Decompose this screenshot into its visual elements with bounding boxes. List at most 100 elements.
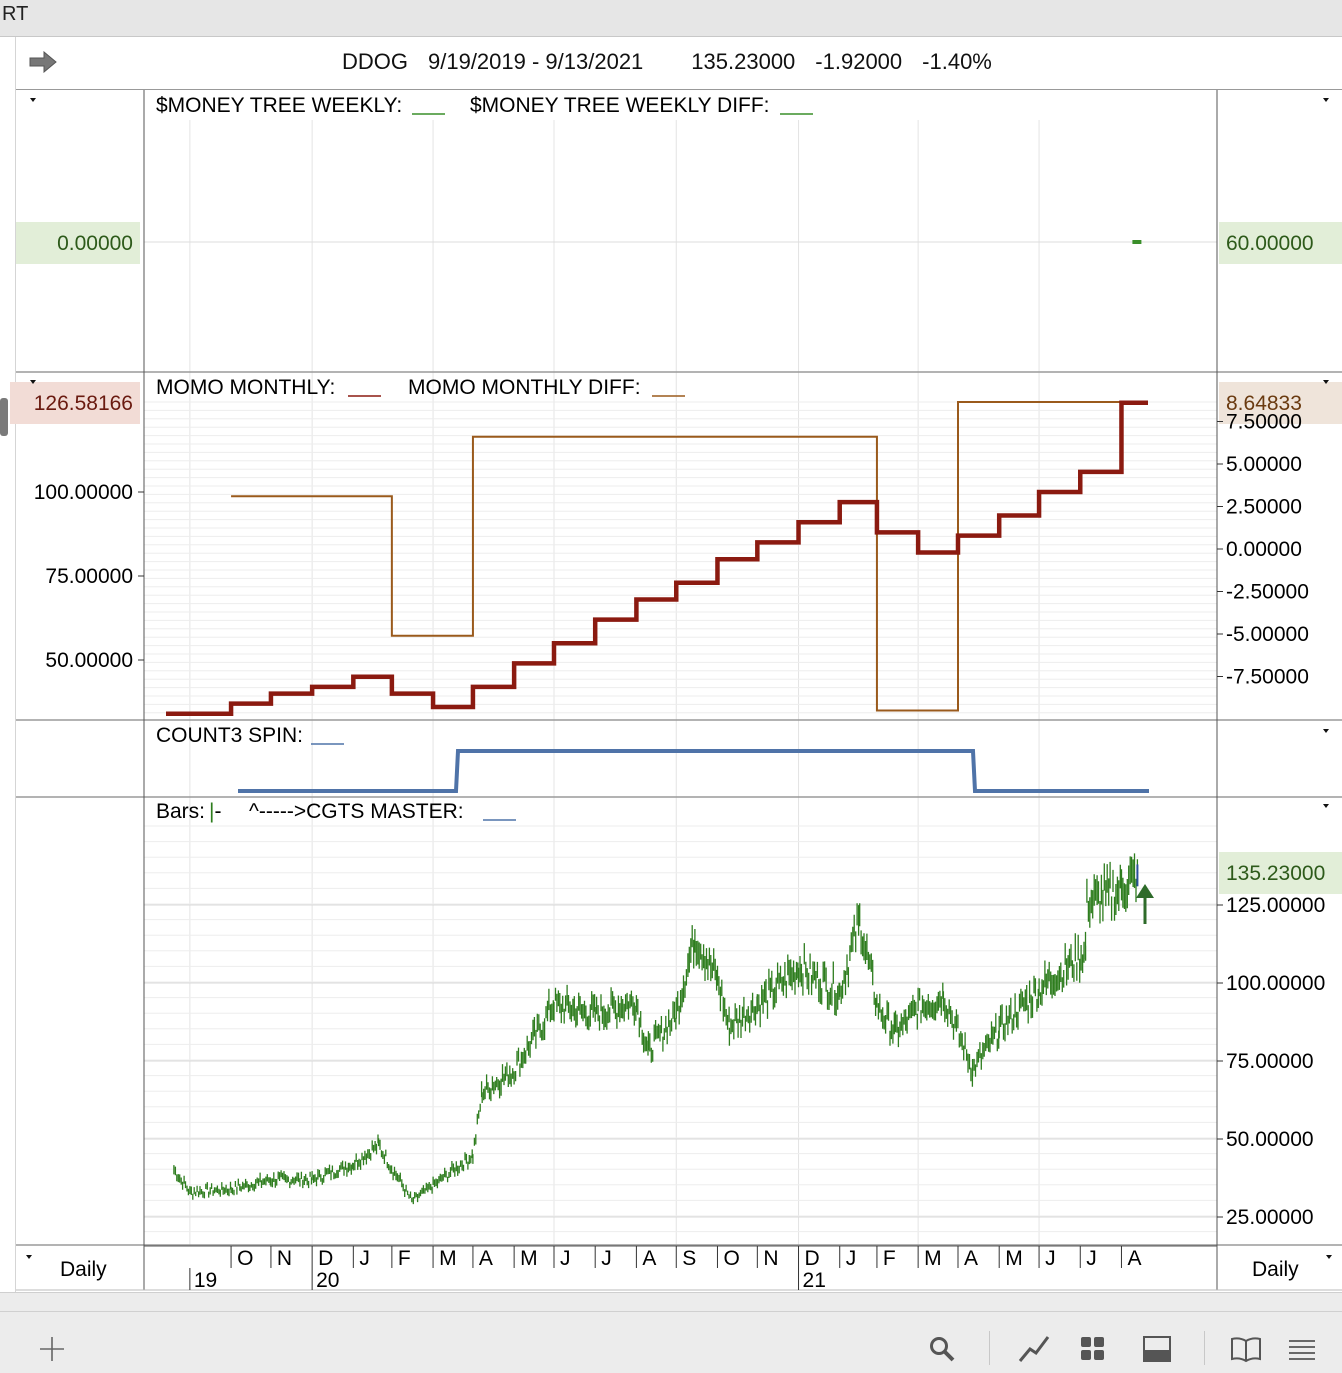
pane1-label-money-tree: $MONEY TREE WEEKLY: xyxy=(156,94,402,117)
pane2-right-tick-label: 5.00000 xyxy=(1226,453,1302,476)
x-month-label: S xyxy=(682,1247,696,1270)
pane2-left-value: 126.58166 xyxy=(34,392,133,415)
symbol: DDOG xyxy=(342,49,408,74)
grid-icon[interactable] xyxy=(1079,1335,1107,1363)
x-month-label: J xyxy=(560,1247,571,1270)
x-month-label: J xyxy=(359,1247,370,1270)
pane1-right-value-box xyxy=(1219,222,1342,264)
pane4-right-value: 135.23000 xyxy=(1226,862,1325,885)
price-bars xyxy=(173,853,1139,1205)
search-icon[interactable] xyxy=(928,1335,956,1363)
date-range: 9/19/2019 - 9/13/2021 xyxy=(428,49,644,74)
grid-lines xyxy=(144,120,1217,1245)
pane4-label-cgts: ^----->CGTS MASTER: xyxy=(249,800,464,823)
chart-header: DDOG 9/19/2019 - 9/13/2021 135.23000 -1.920… xyxy=(16,37,1342,90)
chart-area[interactable]: $MONEY TREE WEEKLY: $MONEY TREE WEEKLY D… xyxy=(0,0,1342,1292)
pane4-right-tick-label: 100.00000 xyxy=(1226,972,1325,995)
x-month-label: O xyxy=(723,1247,739,1270)
x-month-label: A xyxy=(964,1247,978,1270)
toolbar-separator xyxy=(989,1331,990,1365)
x-month-label: M xyxy=(1005,1247,1023,1270)
quote-summary: DDOG 9/19/2019 - 9/13/2021 135.23000 -1.920… xyxy=(342,49,1012,75)
pane1-right-value: 60.00000 xyxy=(1226,232,1314,255)
series-layer xyxy=(166,240,1149,1205)
pane2-left-tick-label: 75.00000 xyxy=(45,565,133,588)
pane2-right-tick-label: 2.50000 xyxy=(1226,496,1302,519)
axis-ticks: 100.00000 75.00000 50.00000 7.50000 5.00000 2… xyxy=(34,411,1326,1293)
toolbar-divider xyxy=(0,1311,1342,1312)
pane2-right-tick-label: -2.50000 xyxy=(1226,581,1309,604)
nav-arrow-icon[interactable] xyxy=(28,51,58,73)
pane4-label-bars: Bars: xyxy=(156,800,205,823)
window-title: RT xyxy=(2,3,29,25)
window-titlebar: RT xyxy=(0,0,1342,37)
pane4-right-menu-icon[interactable] xyxy=(1323,804,1329,808)
count3-spin-line xyxy=(238,749,1149,793)
last-price: 135.23000 xyxy=(691,49,796,74)
menu-lines-icon[interactable] xyxy=(1287,1335,1317,1363)
pane4-right-tick-label: 50.00000 xyxy=(1226,1128,1314,1151)
left-period-label: Daily xyxy=(60,1258,107,1281)
momo-monthly-line xyxy=(166,400,1148,717)
pane2-right-tick-label: -5.00000 xyxy=(1226,623,1309,646)
pane2-right-value: 8.64833 xyxy=(1226,392,1302,415)
pane1-left-value: 0.00000 xyxy=(57,232,133,255)
x-year-label: 20 xyxy=(316,1269,339,1292)
pane2-label-momo-diff: MOMO MONTHLY DIFF: xyxy=(408,376,641,399)
x-month-label: M xyxy=(439,1247,457,1270)
x-month-label: F xyxy=(883,1247,896,1270)
x-month-label: J xyxy=(1045,1247,1056,1270)
axis-right-menu-icon[interactable] xyxy=(1326,1255,1332,1259)
x-month-label: J xyxy=(601,1247,612,1270)
pane3-label-count3: COUNT3 SPIN: xyxy=(156,724,303,747)
line-chart-icon[interactable] xyxy=(1018,1335,1050,1363)
pane2-right-tick-label: 7.50000 xyxy=(1226,411,1302,434)
toolbar-separator-2 xyxy=(1204,1331,1205,1365)
x-month-label: F xyxy=(398,1247,411,1270)
pane2-label-momo: MOMO MONTHLY: xyxy=(156,376,335,399)
x-month-label: D xyxy=(805,1247,820,1270)
panel-icon[interactable] xyxy=(1142,1335,1172,1363)
pane1-label-money-tree-diff: $MONEY TREE WEEKLY DIFF: xyxy=(470,94,770,117)
pane2-left-tab xyxy=(0,398,8,436)
pane3-right-menu-icon[interactable] xyxy=(1323,729,1329,733)
pane4-right-tick-label: 125.00000 xyxy=(1226,894,1325,917)
x-month-label: M xyxy=(520,1247,538,1270)
pane2-left-menu-icon[interactable] xyxy=(30,380,36,384)
pane-menu-icons[interactable] xyxy=(26,98,1332,1259)
signal-up-arrow-icon xyxy=(1136,884,1154,924)
x-month-label: N xyxy=(277,1247,292,1270)
x-month-label: A xyxy=(642,1247,656,1270)
pane4-right-value-box xyxy=(1219,852,1342,894)
pane2-right-tick-label: 0.00000 xyxy=(1226,538,1302,561)
right-period-label: Daily xyxy=(1252,1258,1299,1281)
pane2-right-menu-icon[interactable] xyxy=(1323,380,1329,384)
x-month-label: A xyxy=(1127,1247,1141,1270)
pane2-left-tick-label: 50.00000 xyxy=(45,649,133,672)
pane1-left-menu-icon[interactable] xyxy=(30,98,36,102)
pane2-left-tick-label: 100.00000 xyxy=(34,481,133,504)
pane-frames xyxy=(16,90,1342,1291)
add-icon[interactable] xyxy=(38,1335,66,1363)
axis-left-menu-icon[interactable] xyxy=(26,1255,32,1259)
pane4-right-tick-label: 75.00000 xyxy=(1226,1050,1314,1073)
x-year-label: 21 xyxy=(803,1269,826,1292)
price-change-pct: -1.40% xyxy=(922,49,992,74)
pane2-right-value-box xyxy=(1219,382,1342,424)
price-change: -1.92000 xyxy=(815,49,903,74)
x-year-label: 19 xyxy=(194,1269,217,1292)
pane2-right-tick-label: -7.50000 xyxy=(1226,666,1309,689)
x-month-label: O xyxy=(237,1247,253,1270)
x-month-label: N xyxy=(763,1247,778,1270)
pane1-right-menu-icon[interactable] xyxy=(1323,98,1329,102)
book-icon[interactable] xyxy=(1230,1335,1262,1363)
bottom-toolbar xyxy=(0,1292,1342,1373)
x-month-label: J xyxy=(1086,1247,1097,1270)
pane4-bars-glyph: |- xyxy=(209,800,221,823)
x-month-label: D xyxy=(318,1247,333,1270)
pane1-left-value-box xyxy=(16,222,140,264)
x-month-label: M xyxy=(924,1247,942,1270)
left-gutter xyxy=(0,37,16,1292)
pane2-left-value-box xyxy=(10,382,140,424)
momo-monthly-diff-line xyxy=(231,400,1148,712)
